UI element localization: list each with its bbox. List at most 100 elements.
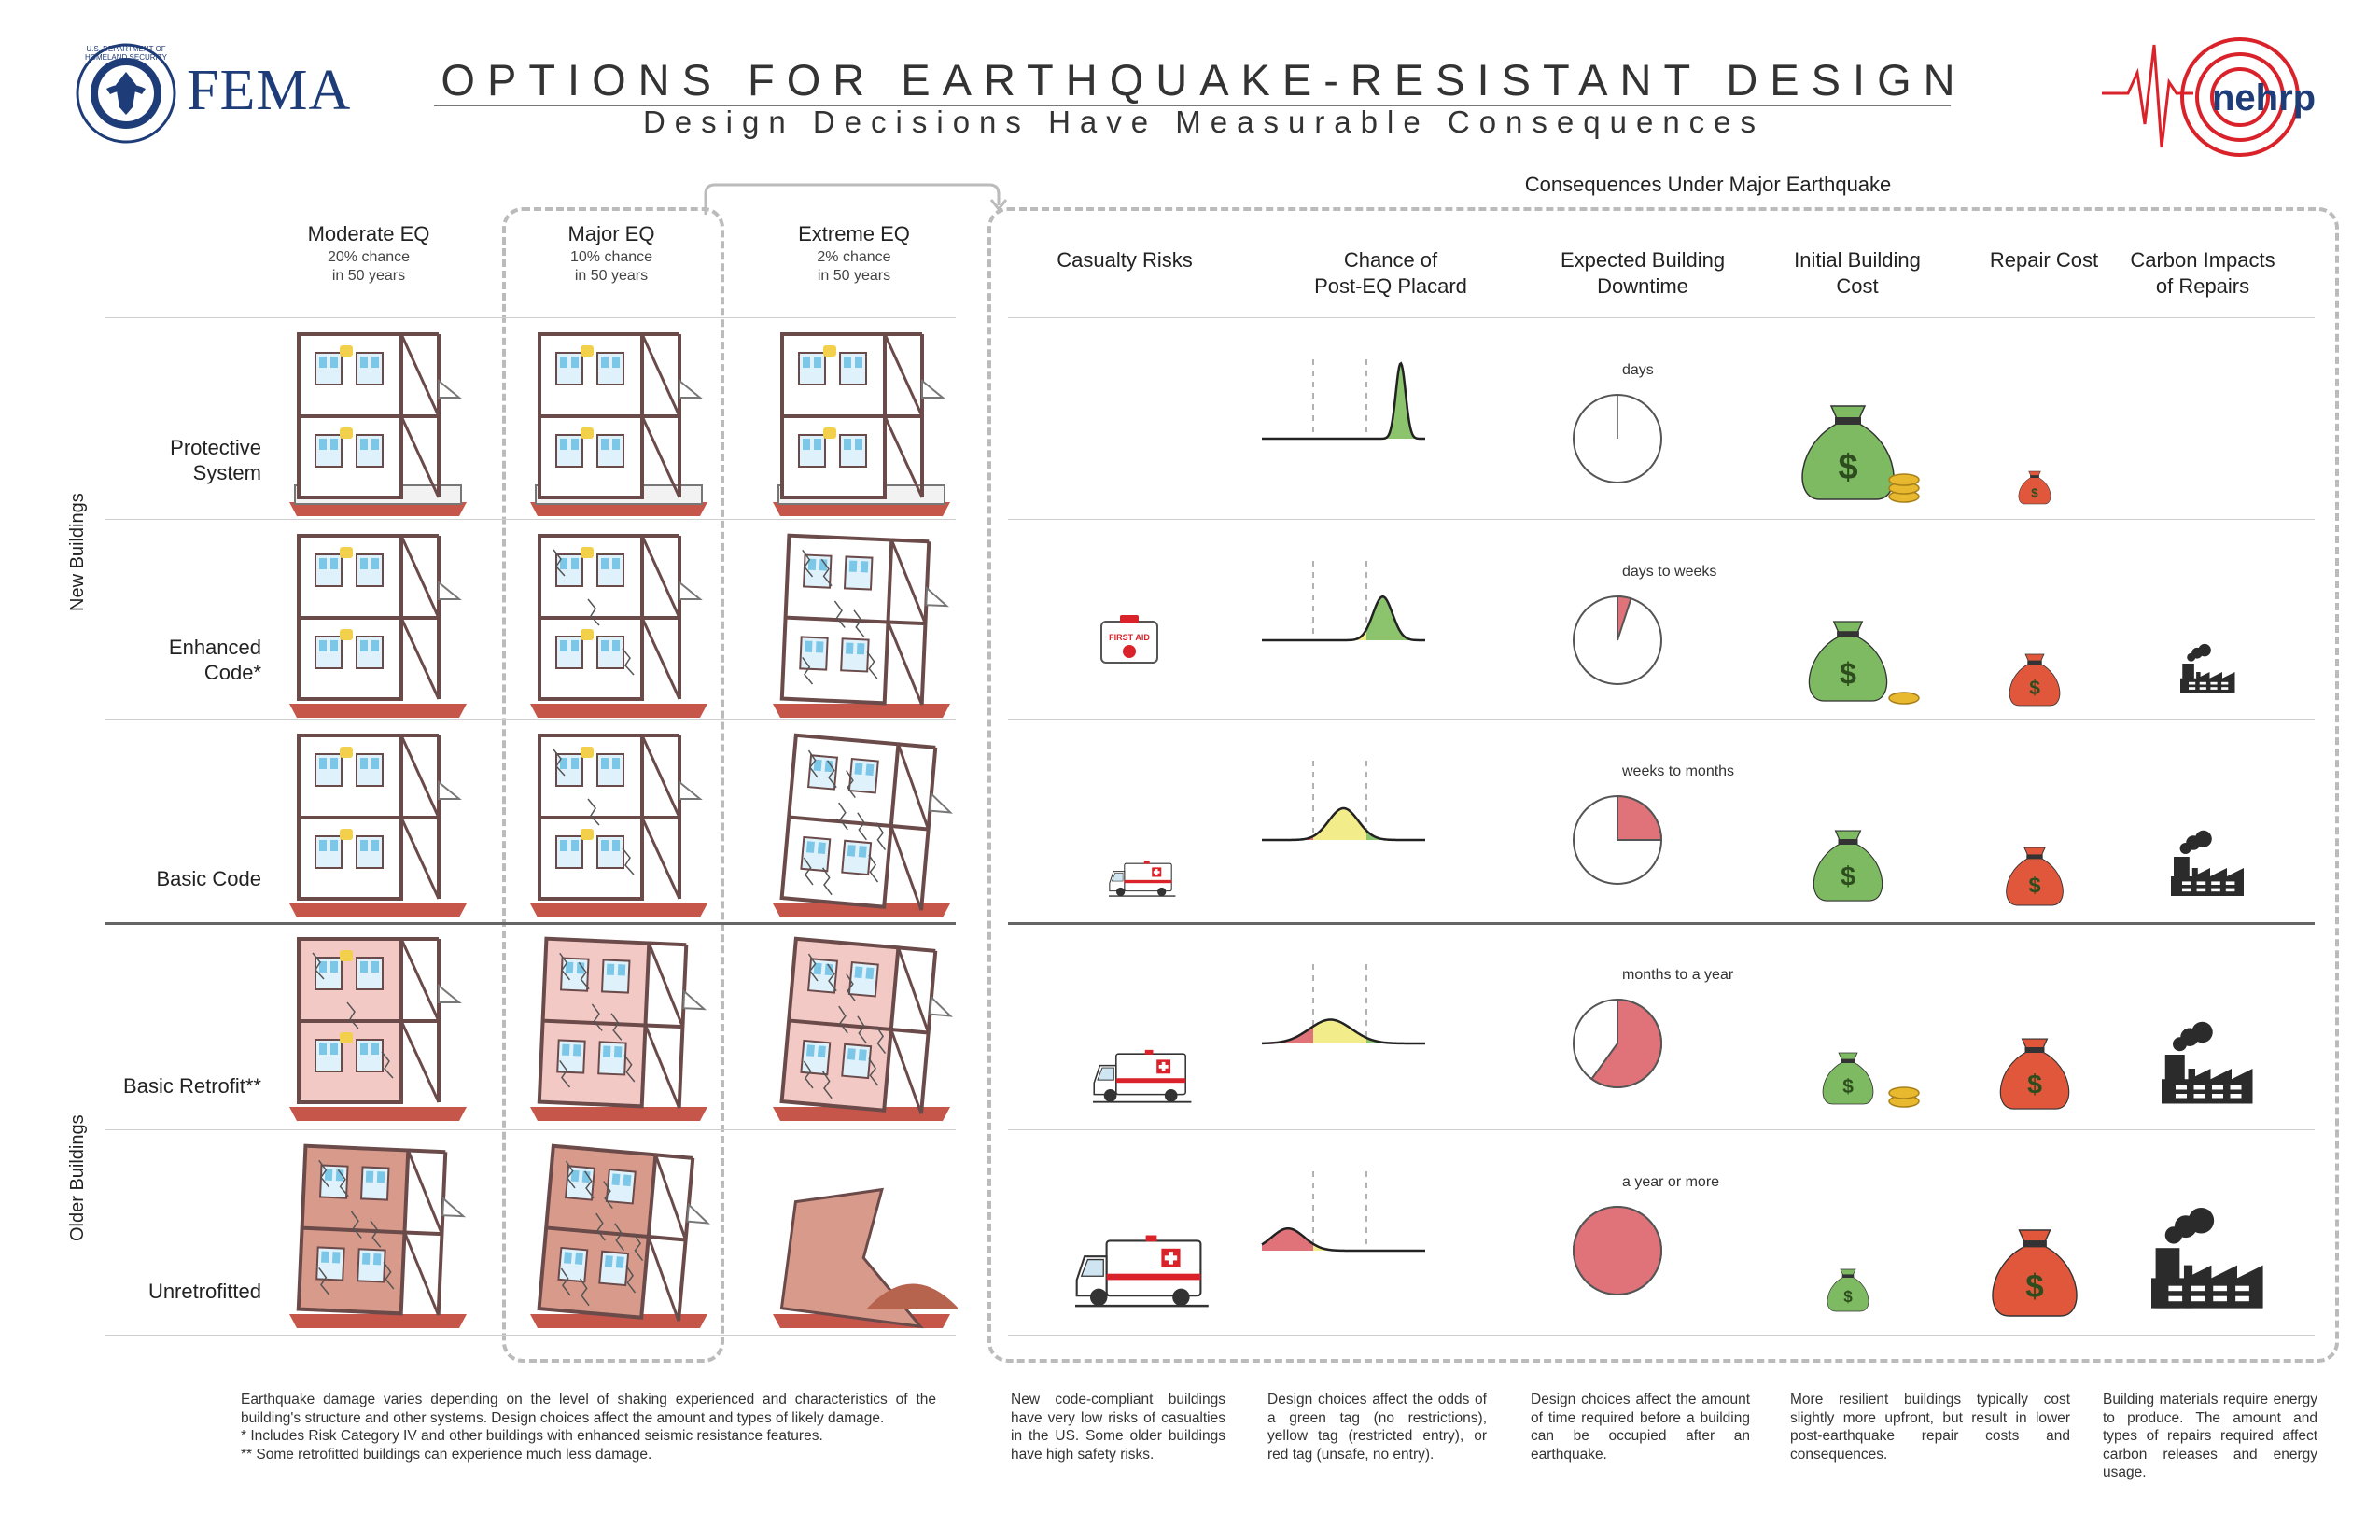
row-divider: [1008, 317, 2315, 318]
eq-col-title: Moderate EQ: [307, 222, 430, 245]
building-illustration: [773, 733, 953, 917]
eq-col-title: Extreme EQ: [798, 222, 910, 245]
svg-text:$: $: [2027, 1071, 2042, 1100]
repair-cost-money-bag-icon: $: [1999, 1038, 2070, 1110]
svg-text:$: $: [1838, 448, 1857, 487]
downtime-label: days to weeks: [1622, 564, 1717, 580]
consequence-col-title: Carbon Impacts: [2130, 248, 2275, 272]
building-illustration: [530, 332, 707, 516]
row-label-line2: System: [192, 461, 261, 484]
page-subtitle: Design Decisions Have Measurable Consequ…: [642, 105, 1766, 139]
initial-cost-money-bag-icon: $: [1822, 1052, 1920, 1108]
factory-icon: [2179, 643, 2235, 693]
repair-cost-money-bag-icon: $: [2018, 470, 2051, 505]
svg-text:$: $: [2031, 485, 2038, 499]
row-label: Basic Code: [112, 866, 261, 891]
row-label-line1: Unretrofitted: [147, 1280, 261, 1303]
row-divider: [1008, 922, 2315, 925]
row-label-line1: Basic Retrofit**: [123, 1074, 261, 1098]
repair-cost-money-bag-icon: $: [1992, 1229, 2078, 1317]
row-divider: [105, 719, 956, 720]
building-illustration: [530, 534, 707, 718]
svg-text:$: $: [2028, 873, 2040, 897]
consequence-col-subtitle: Cost: [1836, 274, 1879, 298]
group-label-older: Older Buildings: [67, 1114, 88, 1241]
building-illustration: [530, 734, 707, 917]
downtime-pie-chart: [1573, 1206, 1662, 1295]
fema-logo: FEMA: [187, 59, 352, 122]
footnote-star1: * Includes Risk Category IV and other bu…: [241, 1428, 823, 1444]
downtime-pie-chart: [1573, 394, 1662, 483]
consequence-col-title: Casualty Risks: [1057, 248, 1193, 272]
row-divider: [1008, 1129, 2315, 1130]
group-label-new: New Buildings: [67, 493, 88, 611]
svg-text:$: $: [1842, 1076, 1854, 1098]
row-label: Basic Retrofit**: [112, 1073, 261, 1099]
repair-cost-money-bag-icon: $: [2009, 653, 2061, 707]
footnote-placard: Design choices affect the odds of a gree…: [1267, 1392, 1487, 1463]
svg-text:$: $: [1841, 862, 1855, 892]
initial-cost-money-bag-icon: $: [1808, 621, 1920, 705]
building-illustration: [289, 1143, 467, 1328]
eq-col-period: in 50 years: [574, 268, 649, 284]
svg-text:$: $: [2025, 1268, 2043, 1305]
repair-cost-money-bag-icon: $: [2006, 847, 2064, 906]
eq-col-chance: 2% chance: [817, 249, 891, 265]
svg-text:FIRST AID: FIRST AID: [1109, 633, 1150, 642]
placard-distribution-curve: [1262, 561, 1426, 642]
footnote-main-text: Earthquake damage varies depending on th…: [241, 1392, 936, 1426]
downtime-pie-chart: [1573, 794, 1663, 885]
consequence-col-subtitle: Downtime: [1597, 274, 1688, 298]
downtime-label: days: [1622, 362, 1654, 378]
initial-cost-money-bag-icon: $: [1801, 405, 1920, 503]
row-label-line2: Code*: [203, 661, 261, 684]
row-label-line1: Enhanced: [168, 636, 261, 659]
footnote-casualty: New code-compliant buildings have very l…: [1011, 1392, 1225, 1463]
eq-col-period: in 50 years: [817, 268, 891, 284]
factory-icon: [2171, 830, 2244, 896]
placard-distribution-curve: [1262, 359, 1426, 441]
consequence-col-title: Expected Building: [1560, 248, 1726, 272]
eq-col-chance: 20% chance: [327, 249, 411, 265]
row-label: Protective System: [112, 435, 261, 485]
downtime-pie-chart: [1573, 595, 1662, 685]
svg-text:$: $: [1840, 656, 1856, 690]
footnote-main: Earthquake damage varies depending on th…: [241, 1391, 936, 1463]
ambulance-icon: [1109, 861, 1176, 897]
initial-cost-money-bag-icon: $: [1813, 830, 1883, 902]
placard-distribution-curve: [1261, 964, 1426, 1045]
downtime-label: a year or more: [1622, 1174, 1720, 1190]
connector-arrow: [704, 183, 1008, 215]
building-illustration: [773, 533, 950, 718]
eq-col-period: in 50 years: [331, 268, 406, 284]
building-illustration: [289, 937, 467, 1121]
building-illustration: [773, 1187, 958, 1329]
footnote-carbon: Building materials require energy to pro…: [2103, 1392, 2317, 1480]
seal-ring-text: U.S. DEPARTMENT OF HOMELAND SECURITY: [84, 45, 167, 62]
row-label-line1: Protective: [170, 436, 261, 459]
row-label: Unretrofitted: [112, 1279, 261, 1304]
nehrp-text: nehrp: [2212, 77, 2316, 119]
nehrp-logo: nehrp: [2100, 35, 2343, 171]
downtime-pie-chart: [1573, 998, 1662, 1088]
title-divider: [434, 105, 1951, 106]
consequences-heading: Consequences Under Major Earthquake: [1524, 173, 1892, 196]
factory-icon: [2162, 1021, 2253, 1103]
building-illustration: [530, 936, 707, 1121]
row-divider: [1008, 519, 2315, 520]
building-illustration: [530, 1143, 710, 1328]
first-aid-kit-icon: FIRST AID: [1100, 615, 1158, 664]
consequence-col-title: Initial Building: [1794, 248, 1921, 272]
placard-distribution-curve: [1262, 761, 1425, 842]
ambulance-icon: [1074, 1235, 1209, 1308]
row-divider: [1008, 719, 2315, 720]
row-divider: [105, 519, 956, 520]
ambulance-icon: [1092, 1049, 1192, 1103]
footnote-cost: More resilient buildings typically cost …: [1790, 1392, 2070, 1463]
svg-text:$: $: [2029, 678, 2040, 699]
placard-distribution-curve: [1261, 1171, 1425, 1253]
major-eq-frame: [502, 207, 724, 1363]
row-divider: [105, 317, 956, 318]
consequences-frame: [987, 207, 2339, 1363]
factory-icon: [2151, 1208, 2263, 1309]
